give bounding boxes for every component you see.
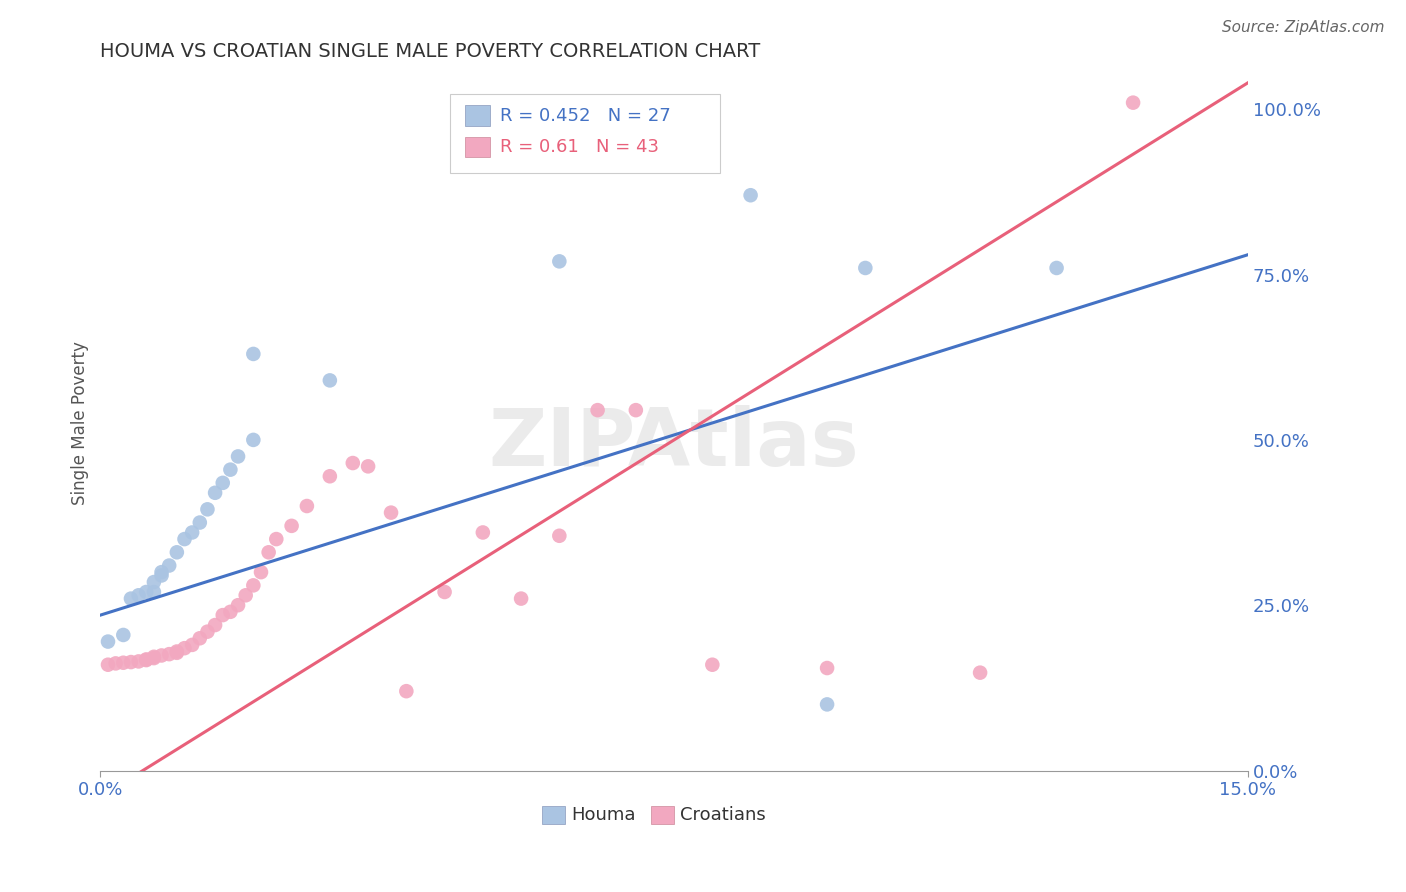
Point xyxy=(219,463,242,477)
Text: Croatians: Croatians xyxy=(681,806,766,824)
Point xyxy=(280,519,302,533)
Point xyxy=(211,608,233,623)
Point xyxy=(242,578,264,592)
Point xyxy=(97,657,120,672)
Point xyxy=(181,638,204,652)
Point xyxy=(853,260,876,275)
Point xyxy=(150,568,173,582)
Point xyxy=(128,654,150,668)
Point xyxy=(395,684,418,698)
Point xyxy=(1122,95,1144,110)
Point xyxy=(112,656,135,670)
Text: HOUMA VS CROATIAN SINGLE MALE POVERTY CORRELATION CHART: HOUMA VS CROATIAN SINGLE MALE POVERTY CO… xyxy=(100,42,761,61)
Point xyxy=(586,403,609,417)
Point xyxy=(97,634,120,648)
Point xyxy=(120,591,142,606)
Point xyxy=(226,598,249,612)
Point xyxy=(319,469,342,483)
Text: R = 0.452   N = 27: R = 0.452 N = 27 xyxy=(499,107,671,125)
Point xyxy=(624,403,647,417)
Point xyxy=(257,545,280,559)
Point xyxy=(702,657,724,672)
Point xyxy=(204,618,226,632)
Point xyxy=(188,516,211,530)
Point xyxy=(173,532,195,546)
Point xyxy=(142,575,165,590)
Point xyxy=(357,459,380,474)
Point xyxy=(120,655,142,669)
Point xyxy=(142,651,165,665)
Point xyxy=(181,525,204,540)
Point xyxy=(815,661,838,675)
Point xyxy=(266,532,288,546)
Point xyxy=(173,641,195,656)
Point xyxy=(197,502,219,516)
FancyBboxPatch shape xyxy=(651,806,673,824)
Point xyxy=(242,433,264,447)
Point xyxy=(150,565,173,579)
FancyBboxPatch shape xyxy=(450,94,720,173)
Text: ZIPAtlas: ZIPAtlas xyxy=(489,405,859,483)
FancyBboxPatch shape xyxy=(543,806,565,824)
Point xyxy=(104,657,127,671)
Point xyxy=(128,588,150,602)
Point xyxy=(226,450,249,464)
Point xyxy=(319,373,342,387)
Point xyxy=(250,565,273,579)
Point xyxy=(510,591,533,606)
Point xyxy=(142,649,165,664)
Point xyxy=(135,652,157,666)
Point xyxy=(157,647,180,661)
Point xyxy=(380,506,402,520)
Point xyxy=(219,605,242,619)
Text: R = 0.61   N = 43: R = 0.61 N = 43 xyxy=(499,138,658,156)
Point xyxy=(157,558,180,573)
Point xyxy=(112,628,135,642)
Point xyxy=(150,648,173,663)
Point xyxy=(142,585,165,599)
Point xyxy=(204,485,226,500)
Point xyxy=(211,475,233,490)
Point xyxy=(740,188,762,202)
FancyBboxPatch shape xyxy=(465,105,491,126)
Point xyxy=(135,653,157,667)
Point xyxy=(166,545,188,559)
Point xyxy=(433,585,456,599)
Point xyxy=(197,624,219,639)
Point xyxy=(969,665,991,680)
Point xyxy=(471,525,494,540)
Point xyxy=(166,646,188,660)
Point xyxy=(1045,260,1067,275)
Point xyxy=(295,499,318,513)
Point xyxy=(548,254,571,268)
Point xyxy=(548,529,571,543)
Point xyxy=(342,456,364,470)
Point xyxy=(166,644,188,658)
Point xyxy=(815,698,838,712)
Point xyxy=(188,632,211,646)
Point xyxy=(242,347,264,361)
FancyBboxPatch shape xyxy=(465,136,491,158)
Text: Source: ZipAtlas.com: Source: ZipAtlas.com xyxy=(1222,20,1385,35)
Text: Houma: Houma xyxy=(571,806,636,824)
Point xyxy=(135,585,157,599)
Point xyxy=(235,588,257,602)
Y-axis label: Single Male Poverty: Single Male Poverty xyxy=(72,342,89,505)
